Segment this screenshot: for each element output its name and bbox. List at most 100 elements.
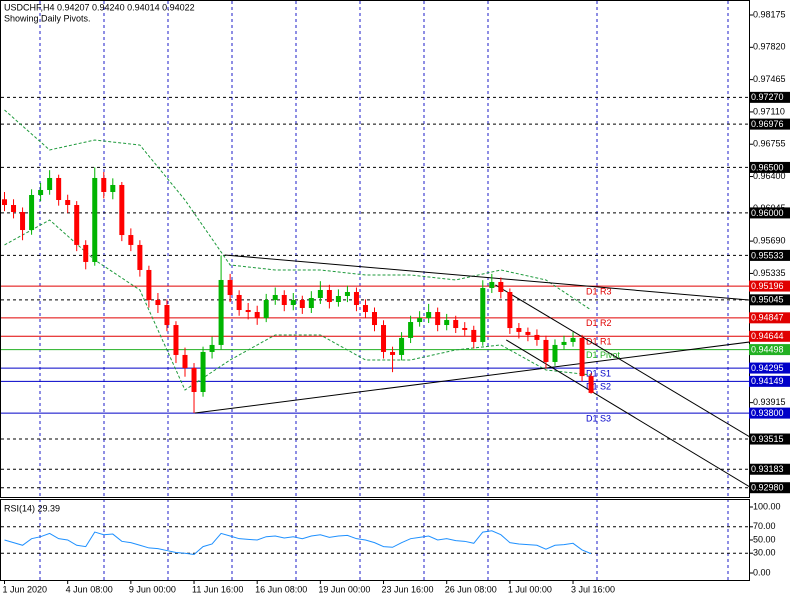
- band-upper: [4, 109, 592, 311]
- price-level-label: 0.94295: [751, 363, 784, 373]
- candle-body: [444, 320, 450, 326]
- rsi-line: [4, 530, 592, 556]
- candle-body: [209, 344, 215, 352]
- candle-body: [308, 297, 314, 309]
- price-level-label: 0.94847: [751, 313, 784, 323]
- price-level-tag: [749, 407, 790, 419]
- rsi-y-tick-label: 100.00: [753, 501, 781, 511]
- candle-body: [498, 281, 504, 292]
- price-level-label: 0.97270: [751, 92, 784, 102]
- price-level-tag: [749, 482, 790, 494]
- candle-body: [83, 244, 89, 262]
- level-name: D1 R1: [586, 337, 612, 347]
- level-name: D1 S3: [586, 413, 611, 423]
- price-level-tag: [749, 344, 790, 356]
- candle-body: [173, 325, 179, 355]
- candle-body: [417, 318, 423, 323]
- band-lower: [4, 219, 592, 391]
- candle-body: [317, 289, 323, 298]
- candle-body: [516, 328, 522, 332]
- price-level-tag: [749, 330, 790, 342]
- price-level-label: 0.94644: [751, 331, 784, 341]
- candle-body: [570, 337, 576, 342]
- price-level-label: 0.93515: [751, 434, 784, 444]
- price-level-tag: [749, 118, 790, 130]
- candle-body: [137, 244, 143, 270]
- candle-body: [182, 354, 188, 368]
- price-level-label: 0.96000: [751, 208, 784, 218]
- y-tick-label: 0.95690: [753, 236, 786, 246]
- candle-body: [344, 291, 350, 296]
- x-tick-label: 16 Jun 08:00: [255, 584, 307, 594]
- price-level-tag: [749, 362, 790, 374]
- trendline: [495, 284, 749, 437]
- candle-body: [110, 184, 116, 192]
- price-level-label: 0.94498: [751, 344, 784, 354]
- candle-body: [65, 200, 71, 206]
- price-level-tag: [749, 375, 790, 387]
- candle-body: [453, 320, 459, 329]
- y-tick-label: 0.95335: [753, 268, 786, 278]
- price-level-tag: [749, 249, 790, 261]
- price-level-tag: [749, 433, 790, 445]
- candle-body: [272, 294, 278, 301]
- main-plot: D1 R3 D1 R2 D1 R1 D1 Pivot D1 S1 D1 S2 D1 S3: [1, 96, 749, 489]
- candle-body: [399, 337, 405, 355]
- candle-body: [38, 189, 44, 195]
- price-level-label: 0.92980: [751, 483, 784, 493]
- candle-body: [245, 310, 251, 313]
- price-level-tag: [749, 280, 790, 292]
- y-tick-label: 0.98175: [753, 9, 786, 19]
- y-tick-label: 0.97465: [753, 74, 786, 84]
- candle-body: [20, 212, 26, 231]
- candle-body: [119, 184, 125, 236]
- candle-body: [588, 376, 594, 393]
- trendline: [224, 254, 749, 301]
- x-tick-label: 4 Jun 08:00: [66, 584, 113, 594]
- candle-body: [362, 305, 368, 313]
- y-tick-label: 0.97110: [753, 106, 785, 116]
- x-tick-label: 3 Jul 16:00: [571, 584, 615, 594]
- main-panel-border: [0, 0, 750, 498]
- y-tick-label: 0.93915: [753, 397, 786, 407]
- candle-body: [11, 205, 17, 213]
- trendline: [194, 341, 749, 414]
- candle-body: [390, 351, 396, 355]
- rsi-plot: [1, 526, 749, 556]
- candle-body: [561, 341, 567, 345]
- level-name: D1 R2: [586, 318, 612, 328]
- y-tick-label: 0.96755: [753, 139, 786, 149]
- candle-body: [281, 294, 287, 306]
- candle-body: [507, 291, 513, 329]
- price-level-tag: [749, 91, 790, 103]
- candle-body: [579, 337, 585, 377]
- price-level-label: 0.93800: [751, 408, 784, 418]
- x-tick-label: 19 Jun 00:00: [318, 584, 370, 594]
- x-tick-label: 9 Jun 00:00: [129, 584, 176, 594]
- candle-body: [543, 339, 549, 362]
- level-name: D1 Pivot: [586, 350, 621, 360]
- x-tick-label: 23 Jun 16:00: [382, 584, 434, 594]
- y-tick-label: 0.97820: [753, 42, 786, 52]
- candle-body: [326, 289, 332, 303]
- candle-body: [101, 177, 107, 192]
- rsi-label: RSI(14) 29.39: [4, 503, 60, 513]
- candle-body: [426, 312, 432, 319]
- candle-body: [525, 331, 531, 335]
- price-level-label: 0.95045: [751, 295, 784, 305]
- candle-body: [47, 177, 53, 190]
- candle-body: [552, 344, 558, 362]
- price-level-tag: [749, 161, 790, 173]
- price-level-tag: [749, 312, 790, 324]
- x-tick-label: 26 Jun 08:00: [445, 584, 497, 594]
- level-name: D1 S1: [586, 368, 611, 378]
- level-name: D1 R3: [586, 286, 612, 296]
- candle-body: [353, 291, 359, 306]
- price-level-label: 0.96976: [751, 119, 784, 129]
- candle-body: [408, 322, 414, 338]
- x-tick-label: 11 Jun 16:00: [192, 584, 243, 594]
- candle-body: [92, 177, 98, 262]
- x-tick-label: 1 Jun 2020: [3, 584, 48, 594]
- price-level-tag: [749, 463, 790, 475]
